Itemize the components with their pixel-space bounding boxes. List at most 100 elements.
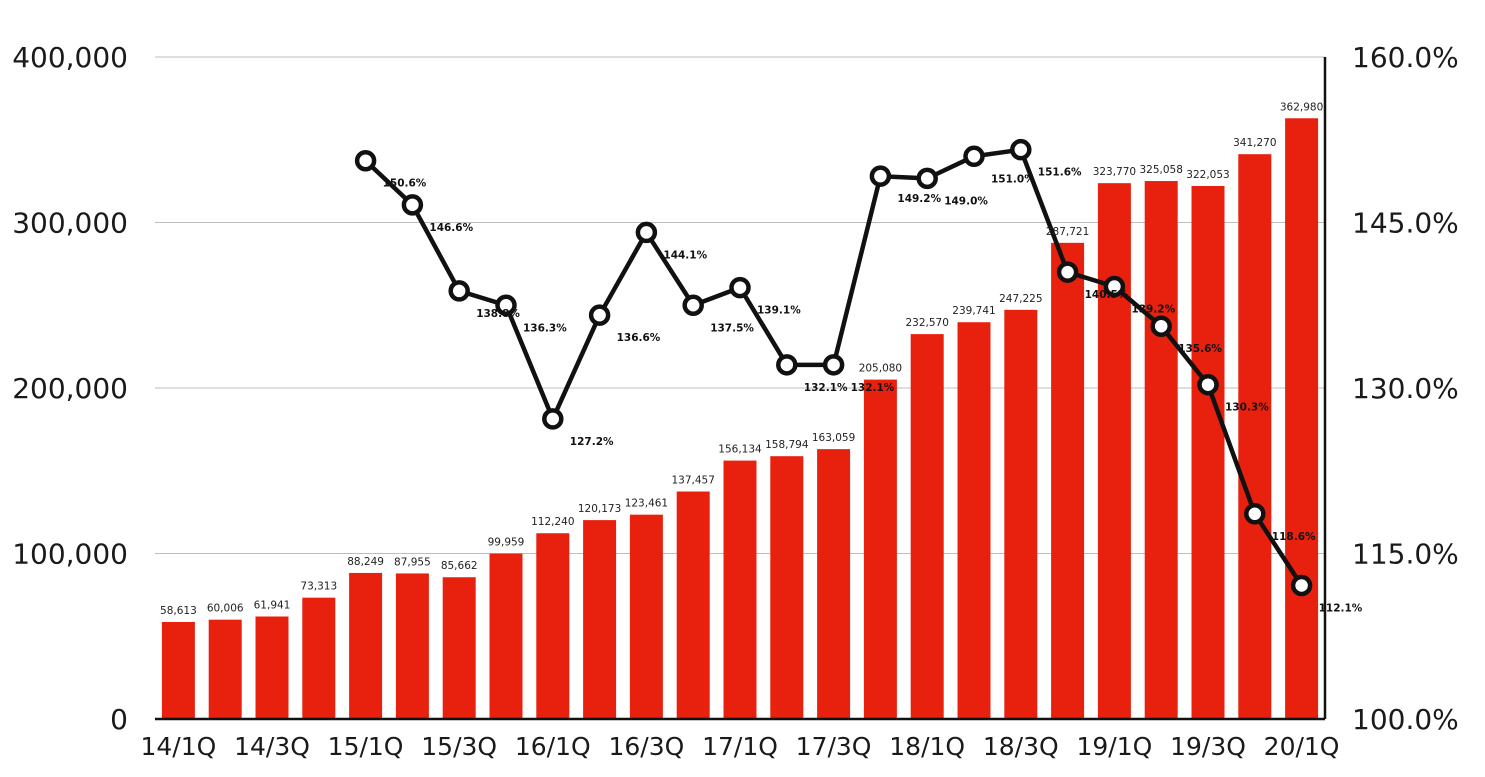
line-point <box>963 145 985 168</box>
bar <box>255 616 289 719</box>
line-value-label: 118.6% <box>1272 531 1316 543</box>
line-point <box>1010 138 1032 161</box>
line-point <box>1103 275 1126 298</box>
label-layer: 58,613 60,006 61,941 73,313 88,249 87,955 85,6… <box>160 101 1363 617</box>
bar <box>583 520 617 719</box>
line-point <box>1197 373 1219 396</box>
bar <box>1238 154 1272 720</box>
bar-value-label: 73,313 <box>300 581 337 593</box>
line-value-label: 149.2% <box>897 193 941 205</box>
x-tick-label: 16/1Q <box>515 732 591 761</box>
bar-value-label: 325,058 <box>1139 164 1182 176</box>
line-value-label: 127.2% <box>570 436 614 448</box>
line-point <box>1150 315 1172 337</box>
bar-value-label: 123,461 <box>625 498 668 510</box>
bar-value-label: 341,270 <box>1233 137 1276 149</box>
bar-value-label: 247,225 <box>999 293 1042 305</box>
bar-value-label: 58,613 <box>160 605 197 617</box>
bar-value-label: 88,249 <box>347 556 384 568</box>
line-value-label: 132.1% <box>851 382 895 394</box>
bar-value-label: 60,006 <box>207 603 244 615</box>
x-tick-label: 14/1Q <box>140 732 216 761</box>
left-tick-label: 200,000 <box>12 372 128 405</box>
x-tick-label: 19/3Q <box>1170 732 1246 761</box>
line-value-label: 139.1% <box>757 305 801 317</box>
line-point <box>869 165 892 187</box>
line-value-label: 135.6% <box>1178 343 1222 355</box>
bar <box>817 449 851 719</box>
x-tick-label: 15/3Q <box>421 732 497 761</box>
x-tick-label: 20/1Q <box>1264 732 1340 761</box>
bar <box>629 514 663 719</box>
bar <box>910 334 944 719</box>
line-value-label: 132.1% <box>804 382 848 394</box>
line-value-label: 146.6% <box>429 222 473 234</box>
bar-value-label: 287,721 <box>1046 226 1089 238</box>
bar-value-label: 87,955 <box>394 556 431 568</box>
bar-value-label: 99,959 <box>488 537 525 549</box>
bar <box>863 379 897 719</box>
bar <box>442 577 476 719</box>
bar-series <box>161 118 1319 720</box>
line-point <box>588 304 611 326</box>
line-value-label: 137.5% <box>710 322 754 334</box>
line-value-label: 144.1% <box>663 249 707 261</box>
line-value-label: 150.6% <box>383 178 427 190</box>
bar <box>1097 183 1131 719</box>
line-point <box>635 221 658 244</box>
left-tick-label: 300,000 <box>12 207 128 240</box>
line-value-label: 140.5% <box>1085 289 1129 301</box>
bar-value-label: 120,173 <box>578 503 621 515</box>
right-tick-label: 130.0% <box>1352 372 1459 405</box>
x-tick-label: 17/3Q <box>796 732 872 761</box>
line-point <box>1290 574 1313 597</box>
bar-value-label: 323,770 <box>1093 166 1136 178</box>
line-point <box>729 276 751 299</box>
bar-value-label: 322,053 <box>1186 169 1229 181</box>
bar-value-label: 239,741 <box>952 305 995 317</box>
bar-value-label: 85,662 <box>441 560 478 572</box>
line-series <box>354 138 1313 597</box>
line-value-label: 151.6% <box>1038 167 1082 179</box>
bar-value-label: 156,134 <box>718 444 762 456</box>
bar <box>723 460 757 719</box>
bar <box>349 572 383 719</box>
bar-value-label: 112,240 <box>531 516 574 528</box>
line-value-label: 149.0% <box>944 195 988 207</box>
line-value-label: 136.6% <box>617 332 661 344</box>
bar <box>395 573 429 719</box>
right-tick-label: 145.0% <box>1352 207 1459 240</box>
line-point <box>448 280 470 302</box>
x-tick-label: 17/1Q <box>702 732 778 761</box>
line-point <box>682 294 704 316</box>
bar-value-label: 205,080 <box>859 363 902 375</box>
left-tick-label: 400,000 <box>12 41 128 74</box>
line-point <box>822 354 845 376</box>
line-value-label: 136.3% <box>523 322 567 334</box>
x-tick-label: 15/1Q <box>328 732 404 761</box>
line-point <box>354 149 377 172</box>
bar <box>1285 118 1319 720</box>
line-point <box>916 167 938 190</box>
bar <box>1051 242 1085 719</box>
x-tick-label: 18/1Q <box>889 732 965 761</box>
bar <box>489 553 523 719</box>
bar <box>1144 181 1178 720</box>
bar-value-label: 362,980 <box>1280 101 1323 113</box>
axis-layer: 0 100,000 200,000 300,000 400,000 100.0% 115.0… <box>12 41 1459 761</box>
line-point <box>401 194 424 216</box>
line-value-label: 130.3% <box>1225 402 1269 414</box>
x-tick-label: 18/3Q <box>983 732 1059 761</box>
bar-value-label: 158,794 <box>765 439 809 451</box>
line-point <box>776 354 798 376</box>
line-value-label: 112.1% <box>1319 602 1363 614</box>
x-tick-label: 19/1Q <box>1076 732 1152 761</box>
right-tick-label: 160.0% <box>1352 41 1459 74</box>
bar <box>676 491 710 719</box>
line-point <box>1244 503 1266 525</box>
x-tick-label: 14/3Q <box>234 732 310 761</box>
x-tick-label: 16/3Q <box>608 732 684 761</box>
right-tick-label: 100.0% <box>1352 703 1459 736</box>
